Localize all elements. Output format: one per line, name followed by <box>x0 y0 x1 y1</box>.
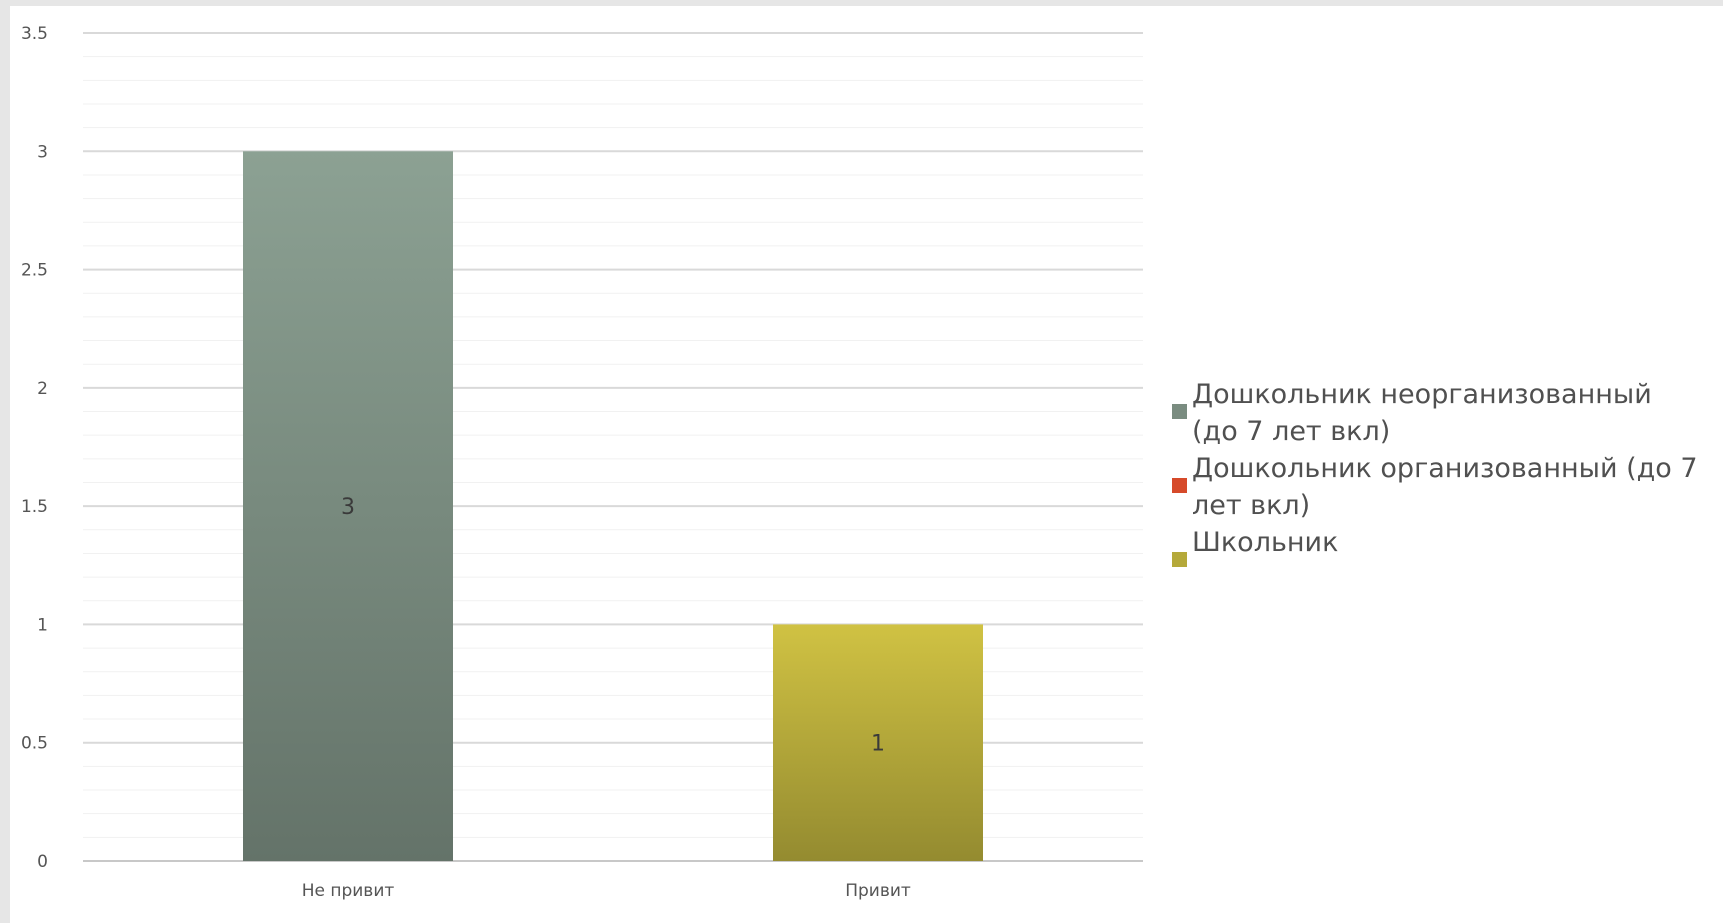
y-tick-label: 3 <box>37 142 48 162</box>
y-tick-label: 1 <box>37 615 48 635</box>
legend-label: (до 7 лет вкл) <box>1192 416 1390 447</box>
data-label: 1 <box>871 732 885 757</box>
x-axis-ticks: Не привит Привит <box>302 881 911 901</box>
legend-label: Дошкольник неорганизованный <box>1192 379 1652 410</box>
legend-swatch <box>1172 404 1187 419</box>
legend-label: Дошкольник организованный (до 7 <box>1192 453 1698 484</box>
legend: Дошкольник неорганизованный (до 7 лет вкл… <box>1172 379 1698 567</box>
y-tick-label: 2 <box>37 379 48 399</box>
legend-swatch <box>1172 478 1187 493</box>
grid-lines <box>83 32 1143 862</box>
y-tick-label: 0 <box>37 852 48 872</box>
y-tick-label: 2.5 <box>21 261 48 281</box>
y-tick-label: 0.5 <box>21 734 48 754</box>
x-tick-label: Привит <box>845 881 911 901</box>
y-tick-label: 3.5 <box>21 24 48 44</box>
legend-swatch <box>1172 552 1187 567</box>
y-axis-ticks: 0 0.5 1 1.5 2 2.5 3 3.5 <box>21 24 48 872</box>
data-label: 3 <box>341 495 355 520</box>
x-tick-label: Не привит <box>302 881 395 901</box>
bar <box>773 624 983 861</box>
legend-label: Школьник <box>1192 527 1338 558</box>
legend-label: лет вкл) <box>1192 490 1310 521</box>
bar <box>243 151 453 862</box>
y-tick-label: 1.5 <box>21 497 48 517</box>
bars: 31 <box>243 151 983 862</box>
